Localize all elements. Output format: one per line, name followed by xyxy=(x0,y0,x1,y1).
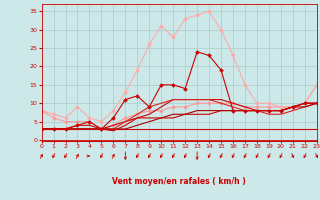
Text: Vent moyen/en rafales ( km/h ): Vent moyen/en rafales ( km/h ) xyxy=(112,178,246,186)
